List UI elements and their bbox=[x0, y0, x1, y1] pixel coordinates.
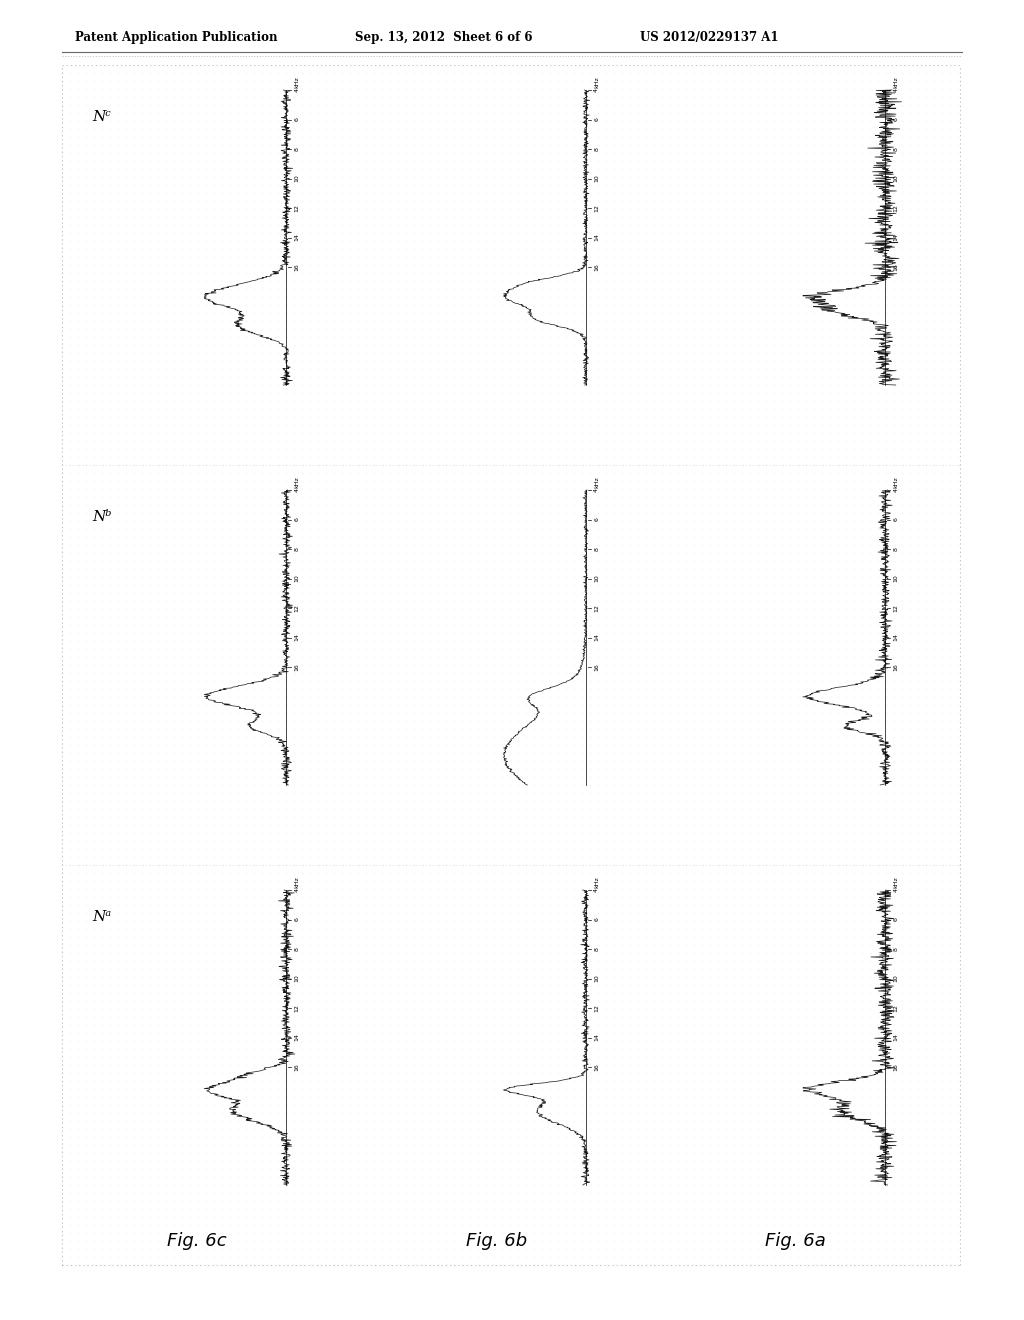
Text: Patent Application Publication: Patent Application Publication bbox=[75, 30, 278, 44]
Text: kHz: kHz bbox=[894, 477, 898, 488]
Text: kHz: kHz bbox=[295, 77, 300, 88]
Text: US 2012/0229137 A1: US 2012/0229137 A1 bbox=[640, 30, 778, 44]
Text: 4: 4 bbox=[295, 488, 300, 492]
Text: 6: 6 bbox=[894, 517, 898, 521]
Text: 12: 12 bbox=[594, 605, 599, 612]
Text: 12: 12 bbox=[295, 1005, 300, 1012]
Text: kHz: kHz bbox=[594, 477, 599, 488]
Text: 16: 16 bbox=[594, 663, 599, 671]
Text: Fig. 6b: Fig. 6b bbox=[466, 1232, 527, 1250]
Text: 4: 4 bbox=[295, 88, 300, 92]
Text: 14: 14 bbox=[295, 234, 300, 242]
Text: 6: 6 bbox=[894, 917, 898, 921]
Text: 16: 16 bbox=[894, 263, 898, 271]
Text: 12: 12 bbox=[594, 1005, 599, 1012]
Text: 12: 12 bbox=[894, 205, 898, 213]
Text: 16: 16 bbox=[295, 663, 300, 671]
Text: 4: 4 bbox=[894, 888, 898, 892]
Text: 14: 14 bbox=[894, 234, 898, 242]
Text: 16: 16 bbox=[894, 1063, 898, 1071]
Text: 10: 10 bbox=[594, 574, 599, 582]
Text: 6: 6 bbox=[295, 917, 300, 921]
Text: Nᵃ: Nᵃ bbox=[92, 909, 112, 924]
Text: 12: 12 bbox=[894, 605, 898, 612]
Text: 8: 8 bbox=[894, 147, 898, 150]
Text: 6: 6 bbox=[594, 517, 599, 521]
Text: kHz: kHz bbox=[295, 477, 300, 488]
Text: 14: 14 bbox=[594, 1034, 599, 1041]
Text: kHz: kHz bbox=[894, 77, 898, 88]
Text: 14: 14 bbox=[594, 634, 599, 642]
Text: 6: 6 bbox=[594, 117, 599, 121]
Text: 8: 8 bbox=[594, 147, 599, 150]
Text: 12: 12 bbox=[594, 205, 599, 213]
Text: 4: 4 bbox=[894, 88, 898, 92]
Text: 16: 16 bbox=[594, 1063, 599, 1071]
Text: kHz: kHz bbox=[594, 77, 599, 88]
Text: 12: 12 bbox=[295, 205, 300, 213]
Text: 12: 12 bbox=[894, 1005, 898, 1012]
Text: Nᵇ: Nᵇ bbox=[92, 510, 112, 524]
Text: 4: 4 bbox=[594, 888, 599, 892]
Text: 8: 8 bbox=[894, 946, 898, 950]
Text: 16: 16 bbox=[894, 663, 898, 671]
Text: 6: 6 bbox=[295, 117, 300, 121]
Text: 14: 14 bbox=[894, 634, 898, 642]
Text: 14: 14 bbox=[295, 634, 300, 642]
Text: 8: 8 bbox=[594, 946, 599, 950]
Text: 10: 10 bbox=[594, 174, 599, 182]
Text: 4: 4 bbox=[594, 488, 599, 492]
Text: 14: 14 bbox=[894, 1034, 898, 1041]
Text: 16: 16 bbox=[594, 263, 599, 271]
Text: 6: 6 bbox=[295, 517, 300, 521]
Text: 10: 10 bbox=[594, 974, 599, 982]
Text: Fig. 6c: Fig. 6c bbox=[167, 1232, 226, 1250]
Text: kHz: kHz bbox=[295, 876, 300, 888]
Text: Nᶜ: Nᶜ bbox=[92, 110, 111, 124]
Text: 8: 8 bbox=[894, 546, 898, 550]
Text: 12: 12 bbox=[295, 605, 300, 612]
Text: 8: 8 bbox=[295, 147, 300, 150]
Text: 10: 10 bbox=[894, 574, 898, 582]
Text: 16: 16 bbox=[295, 1063, 300, 1071]
Text: 16: 16 bbox=[295, 263, 300, 271]
Text: 6: 6 bbox=[894, 117, 898, 121]
Text: 6: 6 bbox=[594, 917, 599, 921]
Text: 4: 4 bbox=[894, 488, 898, 492]
Text: 10: 10 bbox=[894, 974, 898, 982]
Text: 8: 8 bbox=[295, 546, 300, 550]
Text: kHz: kHz bbox=[894, 876, 898, 888]
Text: 10: 10 bbox=[295, 174, 300, 182]
Text: Fig. 6a: Fig. 6a bbox=[765, 1232, 826, 1250]
Text: 10: 10 bbox=[295, 574, 300, 582]
Text: kHz: kHz bbox=[594, 876, 599, 888]
Text: 14: 14 bbox=[295, 1034, 300, 1041]
Text: 4: 4 bbox=[295, 888, 300, 892]
Text: 8: 8 bbox=[295, 946, 300, 950]
Text: 14: 14 bbox=[594, 234, 599, 242]
Text: 10: 10 bbox=[295, 974, 300, 982]
Text: 10: 10 bbox=[894, 174, 898, 182]
Text: Sep. 13, 2012  Sheet 6 of 6: Sep. 13, 2012 Sheet 6 of 6 bbox=[355, 30, 532, 44]
Text: 8: 8 bbox=[594, 546, 599, 550]
Text: 4: 4 bbox=[594, 88, 599, 92]
